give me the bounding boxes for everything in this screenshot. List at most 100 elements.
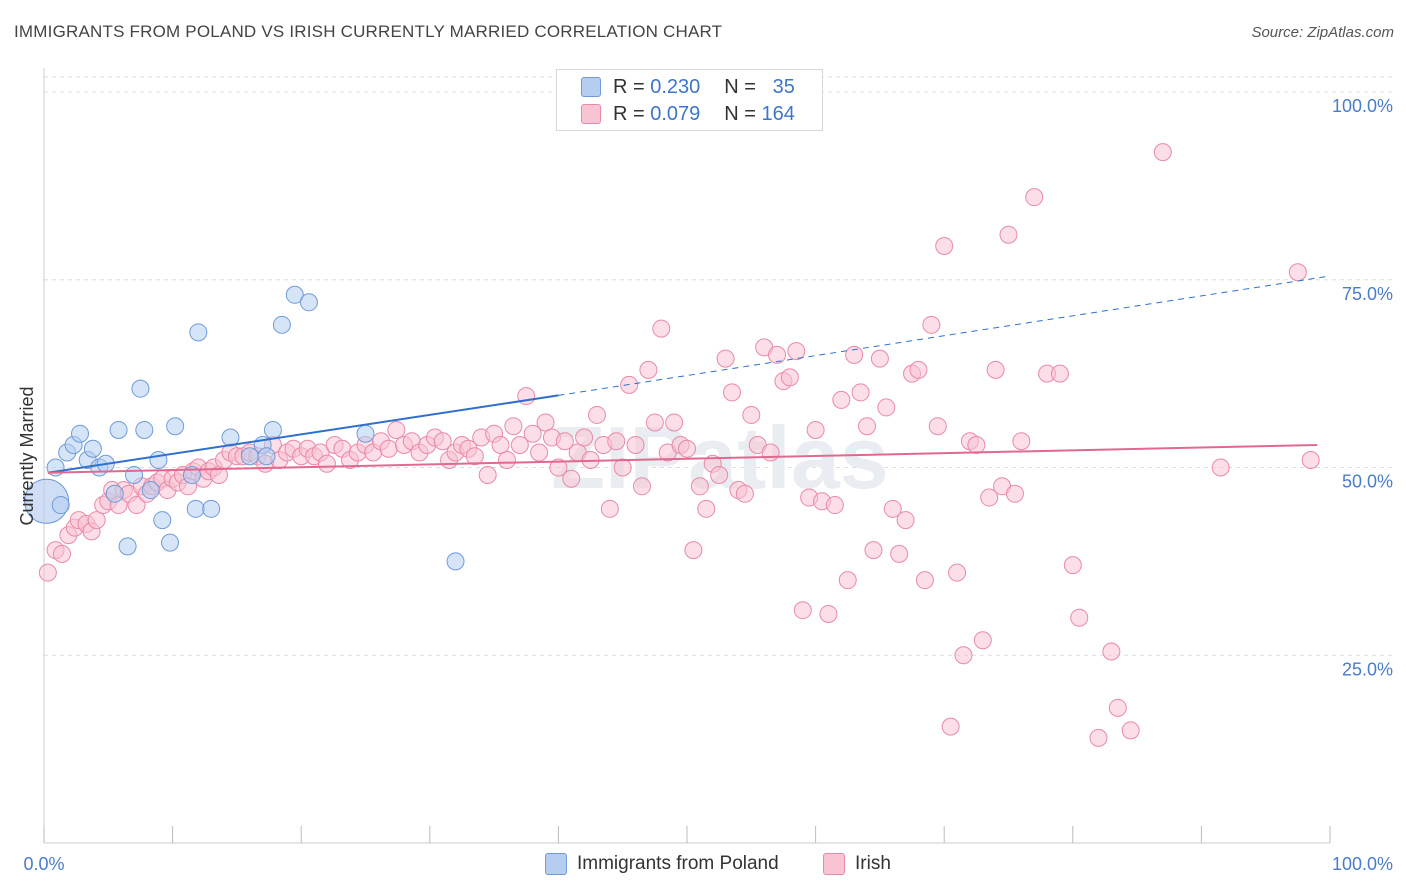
point-irish <box>915 571 934 590</box>
point-irish <box>986 360 1005 379</box>
trend-lines <box>47 275 1331 474</box>
point-irish <box>697 499 716 518</box>
legend-n-value: 35 <box>772 75 795 98</box>
point-irish <box>723 383 742 402</box>
point-irish <box>465 447 484 466</box>
point-irish <box>716 349 735 368</box>
point-irish <box>127 496 146 515</box>
point-irish <box>935 236 954 255</box>
point-irish <box>587 405 606 424</box>
point-irish <box>735 484 754 503</box>
legend-n-value: 164 <box>761 102 795 125</box>
point-irish <box>954 646 973 665</box>
legend-label-irish: Irish <box>855 853 891 874</box>
point-poland <box>135 420 154 439</box>
point-poland <box>299 293 318 312</box>
legend-row-irish: R = 0.079 N = 164 <box>581 101 795 127</box>
trend-line-poland <box>47 394 559 474</box>
point-irish <box>575 428 594 447</box>
y-axis-label: Currently Married <box>17 386 37 525</box>
point-poland <box>257 447 276 466</box>
point-irish <box>851 383 870 402</box>
point-poland <box>263 420 282 439</box>
point-irish <box>1012 432 1031 451</box>
point-irish <box>555 432 574 451</box>
point-irish <box>896 511 915 530</box>
point-irish <box>613 458 632 477</box>
point-irish <box>928 417 947 436</box>
tick-labels: 25.0% 50.0% 75.0% 100.0% 0.0% 100.0% <box>23 96 1393 874</box>
point-irish <box>710 466 729 485</box>
legend-n-label: N = <box>724 102 756 125</box>
point-poland <box>161 533 180 552</box>
point-irish <box>909 360 928 379</box>
point-irish <box>38 563 57 582</box>
point-poland <box>272 315 291 334</box>
point-irish <box>690 477 709 496</box>
point-irish <box>433 432 452 451</box>
y-tick-label: 75.0% <box>1342 284 1393 304</box>
bottom-legend-poland: Immigrants from Poland <box>545 851 779 877</box>
point-irish <box>1102 642 1121 661</box>
y-tick-label: 50.0% <box>1342 472 1393 492</box>
point-irish <box>530 443 549 462</box>
point-irish <box>536 413 555 432</box>
scatter-points <box>24 143 1320 747</box>
x-tick-label: 100.0% <box>1332 854 1393 874</box>
point-irish <box>890 544 909 563</box>
legend-swatch-poland <box>581 77 601 97</box>
point-irish <box>665 413 684 432</box>
point-irish <box>967 435 986 454</box>
point-irish <box>632 477 651 496</box>
point-poland <box>118 537 137 556</box>
point-irish <box>523 424 542 443</box>
chart-source: Source: ZipAtlas.com <box>1251 24 1394 41</box>
point-poland <box>51 496 70 515</box>
point-irish <box>864 541 883 560</box>
point-irish <box>645 413 664 432</box>
point-irish <box>941 717 960 736</box>
x-tick-label: 0.0% <box>23 854 64 874</box>
point-poland <box>356 424 375 443</box>
trend-line-poland-extension <box>558 275 1331 396</box>
point-irish <box>768 345 787 364</box>
point-poland <box>149 451 168 469</box>
point-poland <box>153 511 172 530</box>
point-poland <box>446 552 465 571</box>
legend-r-label: R = <box>613 102 645 125</box>
point-irish <box>825 496 844 515</box>
legend-swatch-irish <box>823 853 845 875</box>
point-irish <box>497 451 516 469</box>
point-poland <box>285 285 304 304</box>
point-irish <box>761 443 780 462</box>
point-poland <box>186 499 205 518</box>
point-irish <box>1005 484 1024 503</box>
point-irish <box>806 420 825 439</box>
point-irish <box>780 368 799 387</box>
y-tick-label: 25.0% <box>1342 659 1393 679</box>
point-irish <box>787 342 806 361</box>
point-irish <box>53 544 72 563</box>
point-irish <box>87 511 106 530</box>
legend-swatch-poland <box>545 853 567 875</box>
point-irish <box>973 631 992 650</box>
point-irish <box>742 405 761 424</box>
point-poland <box>182 466 201 485</box>
trend-line-irish <box>47 443 1318 474</box>
point-irish <box>652 319 671 338</box>
point-irish <box>883 499 902 518</box>
stats-legend: R = 0.230 N = 35 R = 0.079 N = 164 <box>556 69 823 131</box>
point-irish <box>858 417 877 436</box>
point-poland <box>189 323 208 342</box>
point-irish <box>549 458 568 477</box>
point-irish <box>607 432 626 451</box>
point-irish <box>1108 698 1127 717</box>
point-irish <box>870 349 889 368</box>
point-irish <box>678 439 696 458</box>
point-poland <box>105 484 124 503</box>
point-irish <box>491 435 510 454</box>
point-irish <box>999 225 1018 244</box>
legend-row-poland: R = 0.230 N = 35 <box>581 74 795 100</box>
point-irish <box>1121 721 1140 740</box>
point-irish <box>478 466 497 485</box>
